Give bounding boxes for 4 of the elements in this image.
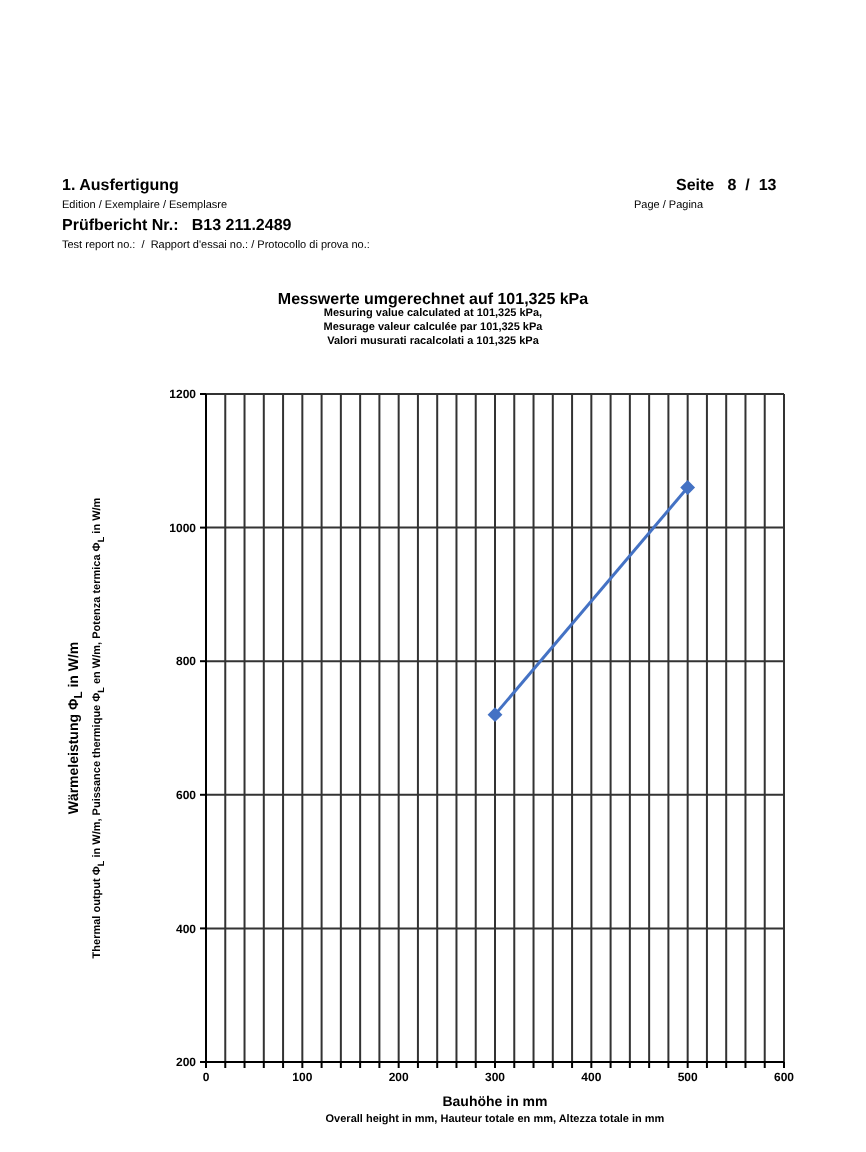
chart-title: Messwerte umgerechnet auf 101,325 kPa bbox=[275, 290, 591, 308]
text: 1. Ausfertigung bbox=[62, 176, 179, 194]
text: Seite 8 / 13 bbox=[676, 176, 777, 194]
text: Prüfbericht Nr.: B13 211.2489 bbox=[62, 216, 292, 234]
